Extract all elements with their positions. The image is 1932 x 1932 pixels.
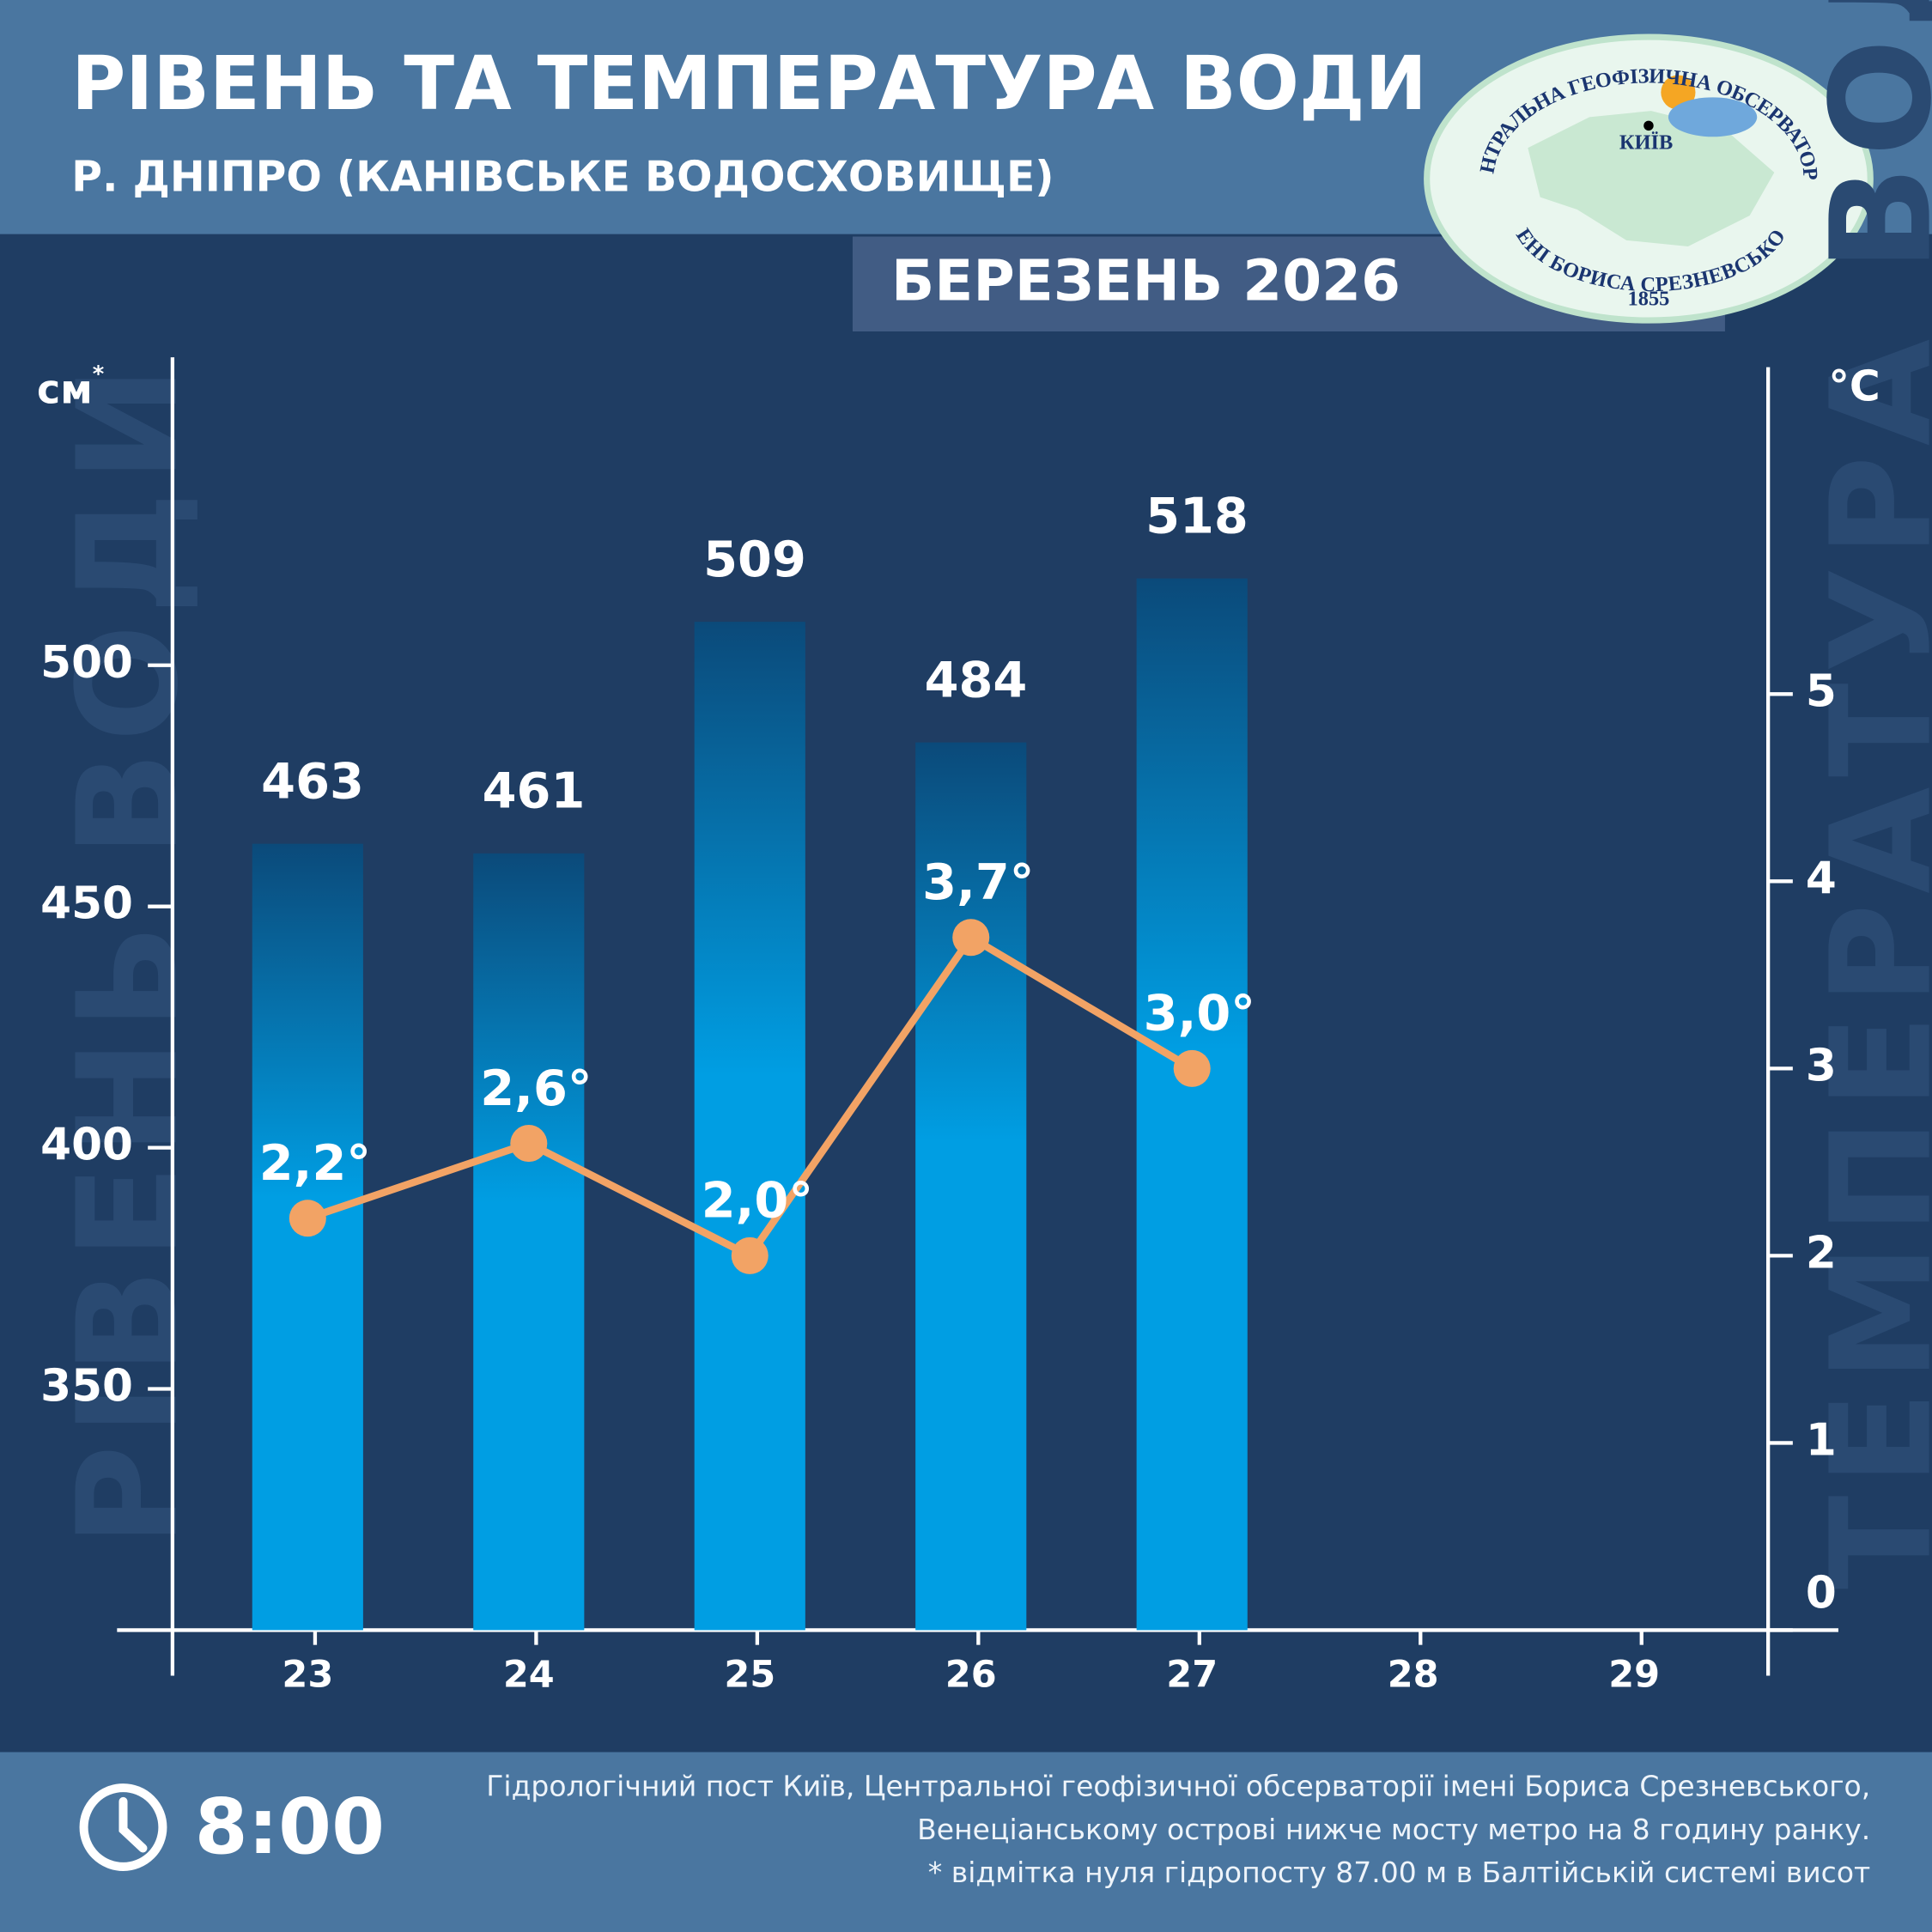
y2-tick-label: 0 — [1806, 1567, 1837, 1619]
bar — [473, 853, 585, 1631]
x-tick-label: 25 — [724, 1653, 775, 1696]
x-tick-label: 28 — [1388, 1653, 1439, 1696]
y-tick-label: 500 — [40, 637, 133, 689]
temperature-point — [1173, 1049, 1211, 1087]
y-tick-label: 400 — [40, 1120, 133, 1171]
period: БЕРЕЗЕНЬ 2026 — [891, 248, 1400, 314]
x-tick-label: 24 — [503, 1653, 555, 1696]
x-tick-label: 26 — [945, 1653, 997, 1696]
clock-face — [79, 1783, 167, 1871]
footnote: Гідрологічний пост Київ, Центральної гео… — [486, 1770, 1870, 1803]
y-tick-label: 450 — [40, 878, 133, 930]
x-tick-label: 29 — [1608, 1653, 1660, 1696]
temperature-point — [952, 919, 990, 957]
logo-cloud — [1668, 97, 1758, 137]
footnote: * відмітка нуля гідропосту 87.00 м в Бал… — [928, 1856, 1870, 1889]
y-unit: см* — [37, 361, 104, 412]
temperature-label: 2,2° — [259, 1134, 371, 1192]
y-unit-mark: * — [93, 361, 105, 387]
y2-axis-watermark: ТЕМПЕРАТУРА ВОДИ — [1801, 0, 1932, 1589]
y-axis-watermark: РІВЕНЬ ВОДИ — [48, 356, 209, 1546]
bar — [694, 622, 805, 1631]
y-tick-label: 350 — [40, 1361, 133, 1413]
logo-city: КИЇВ — [1619, 131, 1673, 154]
bar-value-label: 509 — [703, 531, 806, 588]
y2-tick-label: 3 — [1806, 1040, 1837, 1091]
y2-tick-label: 5 — [1806, 665, 1837, 717]
time: 8:00 — [195, 1782, 385, 1871]
bar — [915, 742, 1027, 1631]
y2-tick-label: 2 — [1806, 1227, 1837, 1279]
logo-map — [1528, 111, 1775, 246]
temperature-label: 2,6° — [480, 1060, 592, 1117]
footnote: Венеціанському острові нижче мосту метро… — [917, 1813, 1870, 1846]
title: РІВЕНЬ ТА ТЕМПЕРАТУРА ВОДИ — [71, 41, 1426, 127]
y2-tick-label: 1 — [1806, 1414, 1837, 1466]
footer-band — [0, 1752, 1932, 1932]
logo-year: 1855 — [1628, 288, 1670, 311]
logo-sun — [1661, 75, 1696, 110]
x-tick-label: 27 — [1166, 1653, 1218, 1696]
y2-unit: °C — [1829, 361, 1880, 410]
y2-tick-label: 4 — [1806, 853, 1837, 904]
clock-hands — [118, 1796, 148, 1853]
temperature-label: 2,0° — [702, 1172, 813, 1230]
bar-value-label: 484 — [925, 651, 1028, 708]
bar-value-label: 463 — [261, 752, 364, 810]
subtitle: Р. ДНІПРО (КАНІВСЬКЕ ВОДОСХОВИЩЕ) — [71, 153, 1054, 202]
temperature-point — [510, 1125, 548, 1163]
bar — [252, 843, 363, 1631]
x-tick-label: 23 — [282, 1653, 333, 1696]
clock-icon — [79, 1783, 167, 1871]
logo-dot — [1643, 120, 1654, 131]
temperature-point — [289, 1200, 326, 1237]
bar-value-label: 461 — [483, 762, 586, 820]
bar-value-label: 518 — [1145, 487, 1249, 544]
bar — [1136, 578, 1248, 1631]
temperature-label: 3,0° — [1144, 985, 1255, 1042]
temperature-label: 3,7° — [922, 854, 1034, 911]
temperature-point — [731, 1236, 769, 1274]
y-unit-text: см — [37, 366, 93, 412]
